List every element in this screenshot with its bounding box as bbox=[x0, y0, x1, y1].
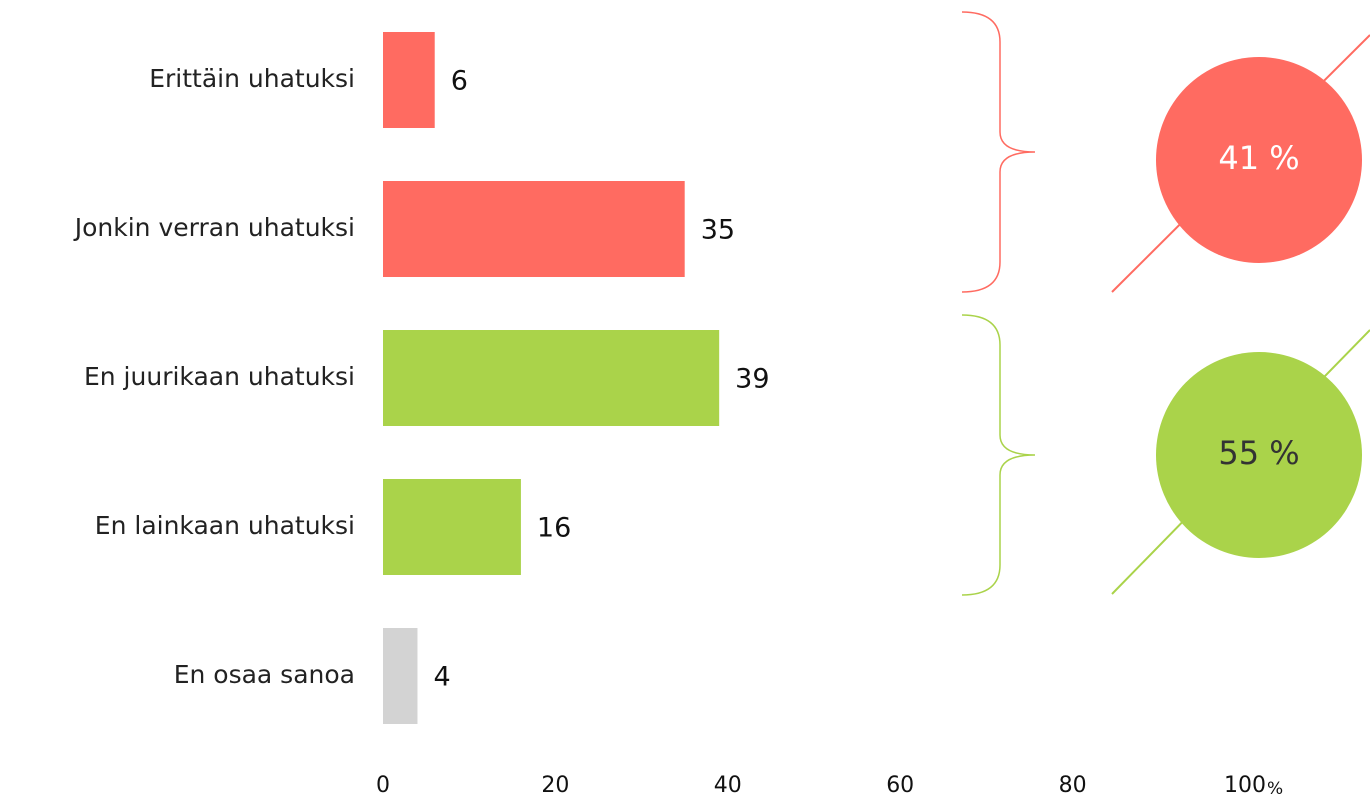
x-axis-unit: % bbox=[1267, 779, 1283, 799]
bubble-label: 41 % bbox=[1218, 139, 1299, 177]
bar bbox=[383, 181, 685, 277]
x-tick-label: 20 bbox=[541, 773, 569, 798]
x-tick-label: 80 bbox=[1059, 773, 1087, 798]
bar bbox=[383, 479, 521, 575]
value-label: 4 bbox=[433, 662, 450, 693]
x-tick-label: 100 bbox=[1224, 773, 1266, 798]
x-tick-label: 60 bbox=[886, 773, 914, 798]
value-label: 16 bbox=[537, 513, 571, 544]
bubble-label: 55 % bbox=[1218, 434, 1299, 472]
bubble bbox=[1156, 352, 1362, 558]
value-label: 39 bbox=[735, 364, 769, 395]
category-label: En osaa sanoa bbox=[174, 660, 355, 689]
x-tick-label: 0 bbox=[376, 773, 390, 798]
bar bbox=[383, 330, 720, 426]
value-label: 35 bbox=[701, 215, 735, 246]
bar bbox=[383, 628, 418, 724]
category-label: Jonkin verran uhatuksi bbox=[73, 213, 355, 242]
category-label: En juurikaan uhatuksi bbox=[84, 362, 355, 391]
category-label: En lainkaan uhatuksi bbox=[95, 511, 355, 540]
bubble bbox=[1156, 57, 1362, 263]
value-label: 6 bbox=[451, 66, 468, 97]
category-label: Erittäin uhatuksi bbox=[149, 64, 355, 93]
x-tick-label: 40 bbox=[714, 773, 742, 798]
group-brace bbox=[961, 314, 1036, 596]
group-brace bbox=[961, 11, 1036, 293]
bar bbox=[383, 32, 435, 128]
